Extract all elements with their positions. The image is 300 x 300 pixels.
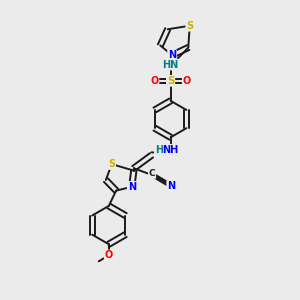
- Text: O: O: [105, 250, 113, 260]
- Text: NH: NH: [163, 145, 179, 155]
- Text: C: C: [149, 169, 155, 178]
- Text: O: O: [183, 76, 191, 86]
- Text: S: S: [108, 159, 115, 169]
- Text: H: H: [155, 145, 163, 155]
- Text: S: S: [167, 76, 174, 86]
- Text: N: N: [168, 50, 176, 60]
- Text: N: N: [128, 182, 136, 192]
- Text: O: O: [150, 76, 158, 86]
- Text: HN: HN: [163, 60, 179, 70]
- Text: S: S: [186, 21, 193, 31]
- Text: N: N: [167, 181, 175, 191]
